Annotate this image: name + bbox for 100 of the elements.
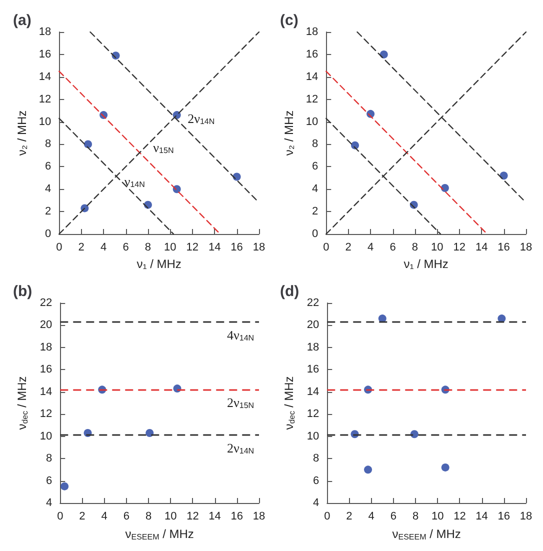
y-tick-label: 20 [40,319,52,332]
y-tick-label: 6 [313,474,320,487]
ref-line-label: 4ν14N [227,327,254,342]
y-tick-label: 18 [40,341,52,354]
y-axis-title: νdec / MHz [282,376,296,430]
y-axis-title: ν₂ / MHz [282,110,296,156]
x-tick-label: 2 [346,510,352,522]
y-tick-label: 4 [313,497,320,509]
y-tick-label: 10 [306,430,320,442]
y-tick-label: 4 [45,183,52,196]
x-tick-label: 18 [252,510,266,522]
x-tick-label: 8 [412,510,419,522]
y-tick-label: 18 [306,341,320,354]
x-tick-label: 6 [390,242,396,254]
point [410,430,418,438]
x-tick-label: 4 [367,242,374,254]
point [60,482,69,490]
x-tick-label: 0 [57,510,64,522]
y-tick-label: 10 [40,430,52,442]
y-tick-label: 22 [40,297,52,309]
y-tick-label: 8 [313,452,320,465]
y-tick-label: 18 [38,26,52,38]
y-tick-label: 18 [306,26,318,38]
x-tick-label: 16 [230,510,244,522]
y-tick-label: 6 [46,474,52,487]
x-tick-label: 10 [431,510,444,522]
x-tick-label: 18 [252,242,266,254]
point [146,429,154,437]
x-axis-title: ν₁ / MHz [136,257,182,271]
x-tick-label: 18 [520,242,532,254]
point [441,463,450,472]
x-tick-label: 8 [145,510,152,522]
y-tick-label: 22 [306,297,320,309]
y-axis-title: νdec / MHz [15,376,30,430]
y-tick-label: 4 [312,183,318,196]
x-tick-label: 8 [412,242,418,254]
x-tick-label: 4 [100,242,107,254]
chart-title: (c) [280,12,298,29]
y-tick-label: 0 [312,228,318,240]
chart-title: (b) [13,283,32,300]
y-tick-label: 10 [38,116,52,128]
y-tick-label: 6 [312,160,318,173]
annotation: ν14N [124,174,146,189]
x-tick-label: 2 [78,242,84,254]
x-tick-label: 6 [123,510,130,522]
x-tick-label: 6 [122,242,129,254]
y-tick-label: 2 [45,206,52,218]
x-tick-label: 10 [431,242,444,254]
y-tick-label: 20 [306,319,320,332]
x-tick-label: 12 [453,242,466,254]
x-tick-label: 12 [454,510,466,522]
point [498,314,506,323]
x-tick-label: 14 [476,510,488,522]
y-tick-label: 2 [312,206,318,218]
x-tick-label: 6 [390,510,396,522]
x-tick-label: 0 [56,242,62,254]
y-axis-title: ν₂ / MHz [15,110,29,156]
x-tick-label: 14 [208,242,221,254]
y-tick-label: 16 [306,48,318,60]
y-tick-label: 6 [45,160,52,173]
x-tick-label: 12 [186,510,199,522]
x-tick-label: 2 [345,242,352,254]
y-tick-label: 14 [40,386,52,398]
x-tick-label: 0 [324,510,330,522]
x-tick-label: 18 [520,510,532,522]
y-tick-label: 0 [45,228,52,240]
point [440,184,449,192]
y-tick-label: 16 [306,364,320,376]
x-tick-label: 16 [230,242,243,254]
x-tick-label: 12 [186,242,199,254]
y-tick-label: 14 [38,70,52,83]
y-tick-label: 14 [306,70,318,83]
y-tick-label: 12 [38,93,52,106]
y-tick-label: 4 [46,497,52,509]
x-tick-label: 4 [101,510,108,522]
y-tick-label: 14 [306,386,320,398]
point [364,466,372,474]
x-axis-title: ν₁ / MHz [404,257,448,271]
y-tick-label: 8 [46,452,52,465]
chart-title: (a) [13,12,32,29]
x-tick-label: 0 [323,242,330,254]
x-tick-label: 16 [498,510,510,522]
x-tick-label: 14 [475,242,488,254]
y-tick-label: 12 [306,93,318,106]
x-tick-label: 2 [79,510,86,522]
x-tick-label: 8 [144,242,152,254]
y-tick-label: 8 [312,138,318,150]
ref-line-label: 2ν15N [227,395,254,410]
x-tick-label: 4 [368,510,374,522]
y-tick-label: 12 [306,408,320,420]
point [84,140,92,148]
y-tick-label: 10 [306,116,318,128]
x-tick-label: 10 [164,510,177,522]
point [380,50,388,58]
y-tick-label: 16 [38,48,52,60]
y-tick-label: 8 [45,138,52,150]
ref-line-label: 2ν14N [227,440,254,456]
x-tick-label: 16 [498,242,510,254]
chart-title: (d) [280,283,300,300]
annotation: 2ν14N [188,110,215,126]
